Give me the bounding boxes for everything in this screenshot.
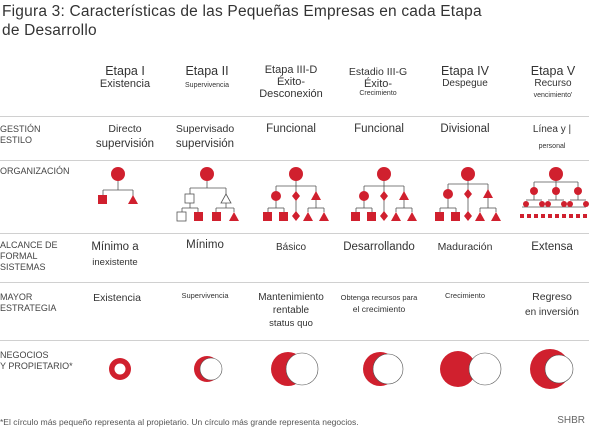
mayor-cell-3-line3: status quo [269,318,313,329]
gestion-cell-1-line2: supervisión [95,138,155,150]
circles-stage-4 [363,352,404,386]
alcance-cell-1-line1: Mínimo a [91,241,139,253]
gestion-cell-6-line2: personal [538,143,566,150]
stage-6-name: Etapa V [530,64,576,78]
business-owner-circles [109,349,574,389]
stage-1-header: Etapa I Existencia [90,64,160,90]
gestion-cell-2: Supervisado supervisión [160,122,250,152]
brand-label: SHBR [557,415,585,426]
row-label-alcance-1: ALCANCE DE [0,240,58,250]
gestion-cell-1: Directo supervisión [80,122,170,152]
alcance-cell-5: Maduración [420,240,510,255]
row-label-mayor: MAYOR ESTRATEGIA [0,292,56,314]
row-label-negocios: NEGOCIOS Y PROPIETARIO* [0,350,73,372]
alcance-cell-2-line1: Mínimo [186,239,224,251]
gestion-cell-5: Divisional [420,122,510,137]
alcance-cell-3-line1: Básico [275,242,306,253]
mayor-cell-2-line1: Supervivencia [181,291,229,300]
mayor-cell-6-line2: en inversión [525,307,579,318]
gestion-cell-6: Línea y | personal [507,122,589,154]
mayor-cell-1: Existencia [72,291,162,306]
gestion-cell-4-line1: Funcional [354,123,404,135]
alcance-cell-3: Básico [246,240,336,255]
alcance-cell-5-line1: Maduración [437,241,493,253]
alcance-cell-1: Mínimo a inexistente [70,240,160,270]
mayor-cell-6-line1: Regreso [532,291,572,303]
stage-2-name: Etapa II [185,64,229,78]
gestion-cell-2-line1: Supervisado [175,123,235,135]
stage-3-header: Etapa III-D Éxito- Desconexión [253,64,329,100]
stage-2-sub: Supervivencia [185,82,229,89]
row-label-mayor-1: MAYOR [0,292,33,302]
separator-1 [0,116,589,117]
mayor-cell-4-line2: el crecimiento [352,304,406,314]
alcance-cell-6: Extensa [507,240,589,255]
separator-5 [0,340,589,341]
stage-1-sub: Existencia [99,78,151,90]
alcance-cell-2: Mínimo [160,238,250,253]
row-label-organizacion-1: ORGANIZACIÓN [0,166,70,176]
gestion-cell-2-line2: supervisión [175,138,235,150]
footnote: *El círculo más pequeño representa al pr… [0,417,359,427]
row-label-gestion-1: GESTIÓN [0,124,41,134]
mayor-cell-6: Regreso en inversión [507,290,589,320]
stage-5-name: Etapa IV [441,64,489,78]
alcance-cell-4: Desarrollando [334,240,424,255]
alcance-cell-6-line1: Extensa [531,241,573,253]
gestion-cell-4: Funcional [334,122,424,137]
alcance-cell-4-line1: Desarrollando [343,241,415,253]
mayor-cell-4-line1: Obtenga recursos para [340,293,418,302]
circles-stage-6 [530,349,574,389]
title-line-2: de Desarrollo [2,22,97,39]
stage-3-sub1: Éxito- [276,76,306,88]
mayor-cell-3: Mantenimiento rentable status quo [246,291,336,330]
row-label-alcance-2: FORMAL [0,251,38,261]
stage-4-name: Estadio III-G [348,66,408,78]
stage-6-sub2: vencimiento' [533,92,573,99]
gestion-cell-1-line1: Directo [108,123,142,135]
row-label-negocios-1: NEGOCIOS [0,350,49,360]
gestion-cell-3-line1: Funcional [266,123,316,135]
mayor-cell-5: Crecimiento [420,291,510,301]
row-label-gestion-2: ESTILO [0,135,33,145]
circles-stage-5 [440,351,502,387]
stage-3-name: Etapa III-D [264,64,318,76]
figure-title: Figura 3: Características de las Pequeña… [2,2,482,40]
stage-6-sub1: Recurso [534,78,572,89]
circles-stage-1 [109,358,131,380]
alcance-cell-1-line2: inexistente [92,257,138,268]
row-label-alcance: ALCANCE DE FORMAL SISTEMAS [0,240,58,273]
separator-3 [0,233,589,234]
mayor-cell-2: Supervivencia [160,291,250,301]
stage-4-header: Estadio III-G Éxito- Crecimiento [340,66,416,97]
stage-1-name: Etapa I [105,64,145,78]
separator-2 [0,160,589,161]
circles-stage-2 [194,356,223,382]
stage-5-header: Etapa IV Despegue [430,64,500,89]
stage-6-header: Etapa V Recurso vencimiento' [518,64,588,99]
row-label-mayor-2: ESTRATEGIA [0,303,57,313]
stage-4-sub2: Crecimiento [359,90,397,97]
stage-2-header: Etapa II Supervivencia [172,64,242,89]
mayor-cell-3-line1: Mantenimiento [258,292,324,303]
title-line-1: Figura 3: Características de las Pequeña… [2,3,482,20]
row-label-negocios-2: Y PROPIETARIO* [0,361,73,371]
row-label-alcance-3: SISTEMAS [0,262,46,272]
mayor-cell-4: Obtenga recursos para el crecimiento [334,293,424,316]
gestion-cell-6-line1: Línea y | [532,124,572,135]
mayor-cell-1-line1: Existencia [93,292,141,304]
gestion-cell-5-line1: Divisional [440,123,490,135]
row-label-gestion: GESTIÓN ESTILO [0,124,41,146]
row-label-organizacion: ORGANIZACIÓN [0,166,70,177]
stage-4-sub1: Éxito- [363,78,393,90]
circles-stage-3 [271,352,319,386]
gestion-cell-3: Funcional [246,122,336,137]
stage-3-sub2: Desconexión [259,88,323,100]
org-charts [98,167,589,222]
mayor-cell-3-line2: rentable [272,305,310,316]
mayor-cell-5-line1: Crecimiento [444,291,485,300]
stage-5-sub: Despegue [442,78,488,89]
separator-4 [0,282,589,283]
